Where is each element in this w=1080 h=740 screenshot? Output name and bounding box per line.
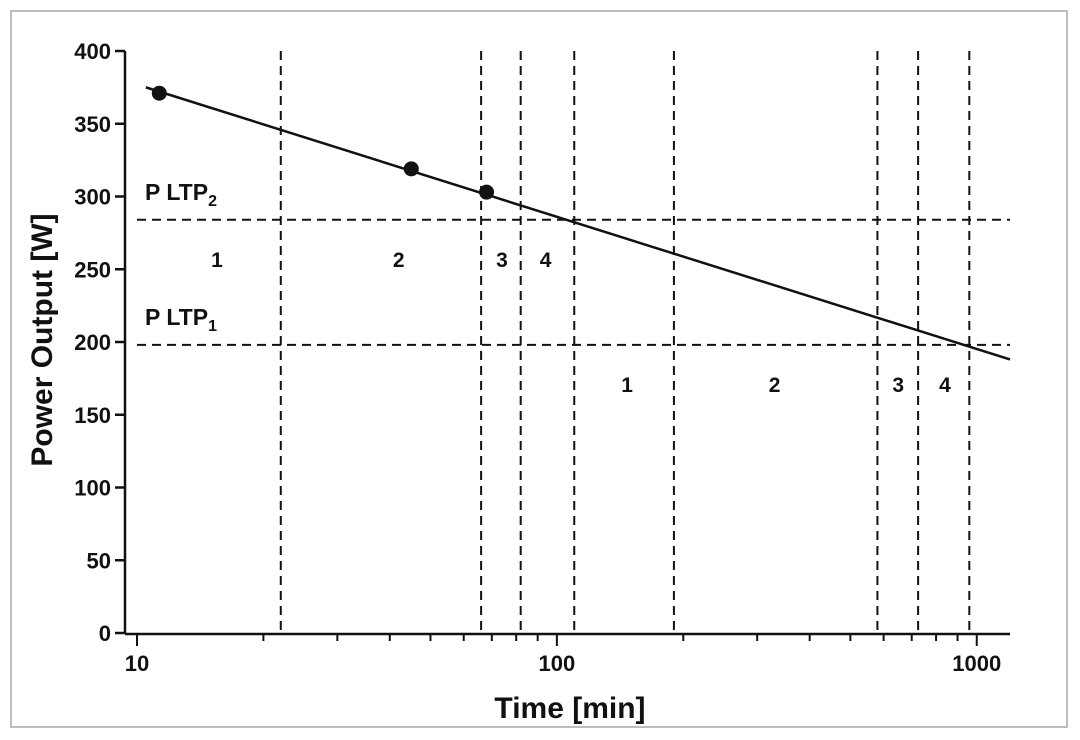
y-tick-label-350: 350 <box>74 112 111 137</box>
zone-label-5: 1 <box>621 374 633 397</box>
data-point-3 <box>479 184 495 200</box>
y-tick-label-250: 250 <box>74 257 111 282</box>
chart-frame <box>10 10 1068 728</box>
threshold-subscript-1: 2 <box>208 193 217 210</box>
y-tick-label-0: 0 <box>99 621 111 646</box>
dashed-lines-layer <box>137 51 1010 633</box>
zone-label-2: 2 <box>393 249 405 272</box>
threshold-label-2: P LTP1 <box>145 304 217 335</box>
y-tick-label-200: 200 <box>74 330 111 355</box>
data-point-2 <box>403 161 419 177</box>
x-tick-label-1000: 1000 <box>952 651 1001 676</box>
y-tick-label-100: 100 <box>74 476 111 501</box>
fit-line-layer <box>145 86 1011 361</box>
zone-label-3: 3 <box>496 249 508 272</box>
zone-label-4: 4 <box>540 249 552 272</box>
regression-line <box>145 86 1011 361</box>
threshold-label-1: P LTP2 <box>145 179 217 210</box>
zone-label-8: 4 <box>939 374 951 397</box>
axes-layer: 0 50 100 150 200 250 300 350 400 10 100 1000 <box>74 39 1010 676</box>
zone-label-1: 1 <box>211 249 223 272</box>
y-tick-label-400: 400 <box>74 39 111 64</box>
labels-layer: 1 2 3 4 1 2 3 4 P LTP2 P LTP1 <box>145 179 951 397</box>
y-tick-label-300: 300 <box>74 185 111 210</box>
x-tick-label-10: 10 <box>125 651 149 676</box>
points-layer <box>151 85 495 200</box>
x-axis-title: Time [min] <box>494 692 645 725</box>
y-tick-label-150: 150 <box>74 403 111 428</box>
zone-label-6: 2 <box>769 374 781 397</box>
x-tick-label-100: 100 <box>539 651 576 676</box>
zone-label-7: 3 <box>892 374 904 397</box>
y-axis-title: Power Output [W] <box>26 213 59 466</box>
y-tick-label-50: 50 <box>87 548 111 573</box>
threshold-subscript-2: 1 <box>208 318 217 335</box>
data-point-1 <box>151 85 167 101</box>
